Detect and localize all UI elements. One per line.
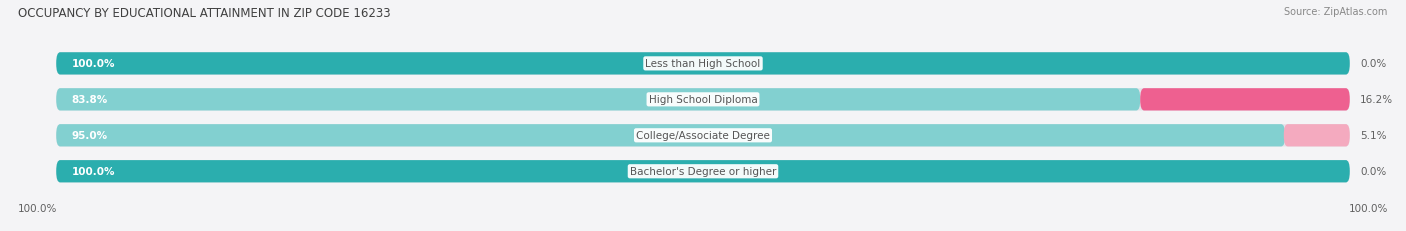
Text: 100.0%: 100.0% xyxy=(72,167,115,176)
Text: Bachelor's Degree or higher: Bachelor's Degree or higher xyxy=(630,167,776,176)
Text: 100.0%: 100.0% xyxy=(1348,203,1388,213)
FancyBboxPatch shape xyxy=(56,125,1285,147)
Text: 16.2%: 16.2% xyxy=(1360,95,1393,105)
FancyBboxPatch shape xyxy=(56,53,1350,75)
Text: College/Associate Degree: College/Associate Degree xyxy=(636,131,770,141)
FancyBboxPatch shape xyxy=(56,89,1350,111)
Text: 100.0%: 100.0% xyxy=(18,203,58,213)
FancyBboxPatch shape xyxy=(56,53,1350,75)
FancyBboxPatch shape xyxy=(56,160,1350,183)
Text: High School Diploma: High School Diploma xyxy=(648,95,758,105)
FancyBboxPatch shape xyxy=(1140,89,1350,111)
Text: Less than High School: Less than High School xyxy=(645,59,761,69)
FancyBboxPatch shape xyxy=(56,125,1350,147)
FancyBboxPatch shape xyxy=(1284,125,1350,147)
Text: 100.0%: 100.0% xyxy=(72,59,115,69)
Text: 0.0%: 0.0% xyxy=(1360,59,1386,69)
FancyBboxPatch shape xyxy=(56,160,1350,183)
Text: 95.0%: 95.0% xyxy=(72,131,108,141)
Text: 0.0%: 0.0% xyxy=(1360,167,1386,176)
FancyBboxPatch shape xyxy=(56,89,1140,111)
Text: 83.8%: 83.8% xyxy=(72,95,108,105)
Text: 5.1%: 5.1% xyxy=(1360,131,1386,141)
Text: Source: ZipAtlas.com: Source: ZipAtlas.com xyxy=(1284,7,1388,17)
Text: OCCUPANCY BY EDUCATIONAL ATTAINMENT IN ZIP CODE 16233: OCCUPANCY BY EDUCATIONAL ATTAINMENT IN Z… xyxy=(18,7,391,20)
